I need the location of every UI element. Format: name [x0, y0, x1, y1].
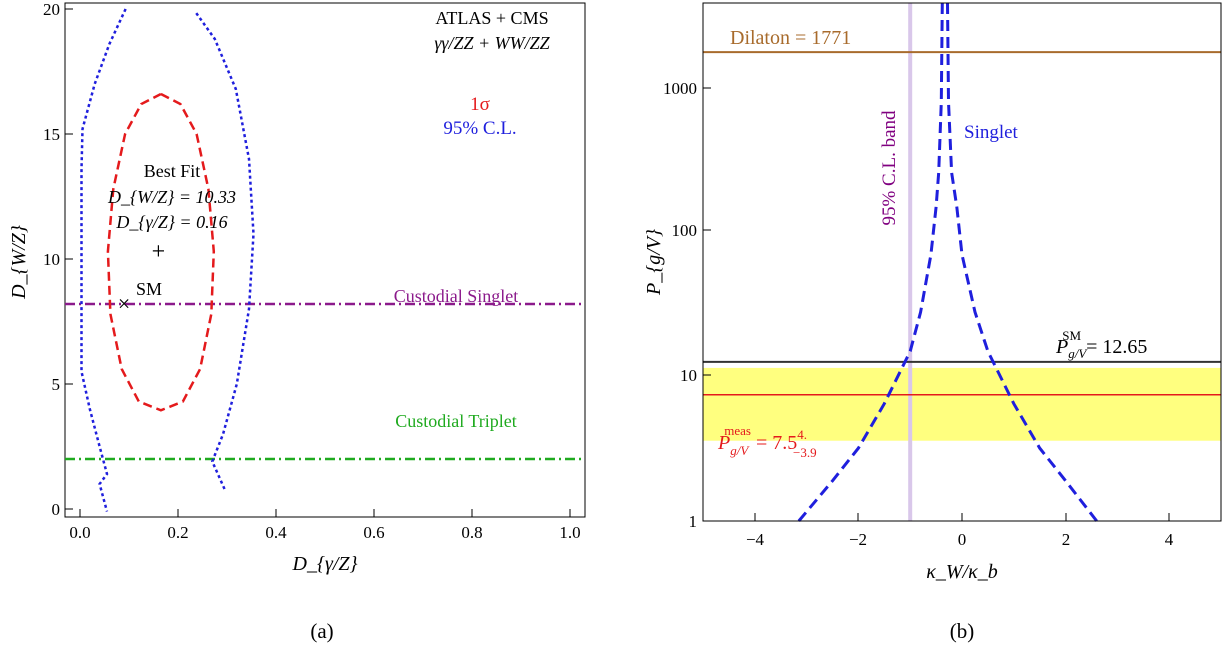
sm-marker: ×	[118, 291, 130, 316]
xtick-label-b-0: −4	[746, 530, 765, 549]
panel-a: 0.0 0.2 0.4 0.6 0.8 1.0 0 5 10 15 20 Cus…	[8, 0, 586, 643]
panel-b-ylabel: P_{g/V}	[643, 229, 665, 296]
panel-a-yticks: 0 5 10 15 20	[43, 0, 73, 519]
header-line-1: ATLAS + CMS	[435, 8, 548, 28]
xtick-label-b-1: −2	[849, 530, 867, 549]
panel-b-yticks: 1 10 100 1000	[663, 79, 711, 531]
panel-a-xticks: 0.0 0.2 0.4 0.6 0.8 1.0	[69, 509, 581, 542]
c95-outer-contour	[194, 10, 255, 490]
xtick-label-a-3: 0.6	[363, 523, 384, 542]
xtick-label-a-1: 0.2	[167, 523, 188, 542]
sm-label-sub: g/V	[1068, 346, 1088, 361]
ytick-label-b-0: 1	[689, 512, 698, 531]
ytick-label-b-3: 1000	[663, 79, 697, 98]
xtick-label-a-2: 0.4	[265, 523, 287, 542]
ytick-label-a-0: 0	[52, 500, 61, 519]
xtick-label-a-4: 0.8	[461, 523, 482, 542]
meas-label-sup2: 4.	[797, 427, 807, 442]
xtick-label-b-2: 0	[958, 530, 967, 549]
xtick-label-a-5: 1.0	[559, 523, 580, 542]
sm-label: SM	[136, 279, 162, 299]
cl95-vertical-band	[908, 3, 913, 521]
panel-b: −4 −2 0 2 4 1 10 100 1000 Dilaton = 1771…	[643, 2, 1222, 643]
ytick-label-b-2: 100	[672, 221, 698, 240]
custodial-triplet-label: Custodial Triplet	[395, 411, 517, 431]
meas-value-label: Pg/V meas = 7.54. −3.9	[717, 423, 817, 460]
header-line-2: γγ/ZZ + WW/ZZ	[434, 33, 550, 53]
custodial-singlet-label: Custodial Singlet	[394, 286, 519, 306]
one-sigma-contour	[106, 92, 216, 412]
panel-a-xlabel: D_{γ/Z}	[292, 553, 358, 575]
ytick-label-a-4: 20	[43, 0, 60, 19]
panel-b-caption: (b)	[950, 619, 975, 643]
panel-a-caption: (a)	[310, 619, 333, 643]
sm-value-label: Pg/V SM = 12.65	[1055, 328, 1147, 361]
measured-band	[703, 367, 1221, 441]
meas-label-sup: meas	[724, 423, 751, 438]
ytick-label-a-2: 10	[43, 250, 60, 269]
meas-label-sub2: −3.9	[793, 445, 817, 460]
xtick-label-b-4: 4	[1165, 530, 1174, 549]
ytick-label-a-1: 5	[52, 375, 61, 394]
c95-inner-contour	[80, 8, 127, 512]
sm-label-sup: SM	[1062, 328, 1081, 343]
ytick-label-a-3: 15	[43, 125, 60, 144]
singlet-label: Singlet	[964, 122, 1019, 143]
legend-one-sigma: 1σ	[470, 94, 490, 115]
panel-a-ylabel: D_{W/Z}	[8, 225, 30, 300]
best-fit-title: Best Fit	[144, 161, 201, 181]
xtick-label-b-3: 2	[1062, 530, 1071, 549]
best-fit-dg: D_{γ/Z} = 0.16	[115, 212, 227, 232]
sm-label-main: P	[1055, 336, 1068, 358]
panel-a-frame	[64, 2, 586, 518]
panel-b-xticks: −4 −2 0 2 4	[746, 513, 1174, 549]
best-fit-marker: +	[152, 239, 166, 265]
xtick-label-a-0: 0.0	[69, 523, 90, 542]
dilaton-label: Dilaton = 1771	[730, 27, 851, 49]
legend-95cl: 95% C.L.	[443, 118, 516, 139]
meas-label-sub: g/V	[730, 443, 750, 458]
cl95-band-label: 95% C.L. band	[879, 110, 900, 226]
ytick-label-b-1: 10	[680, 366, 697, 385]
meas-label-value: = 7.5	[751, 432, 797, 454]
singlet-curve-left	[797, 2, 944, 522]
meas-label-main: P	[717, 432, 730, 454]
best-fit-dw: D_{W/Z} = 10.33	[107, 187, 236, 207]
sm-label-value: = 12.65	[1081, 336, 1147, 358]
panel-b-xlabel: κ_W/κ_b	[926, 561, 997, 583]
singlet-curve-right	[946, 2, 1098, 522]
